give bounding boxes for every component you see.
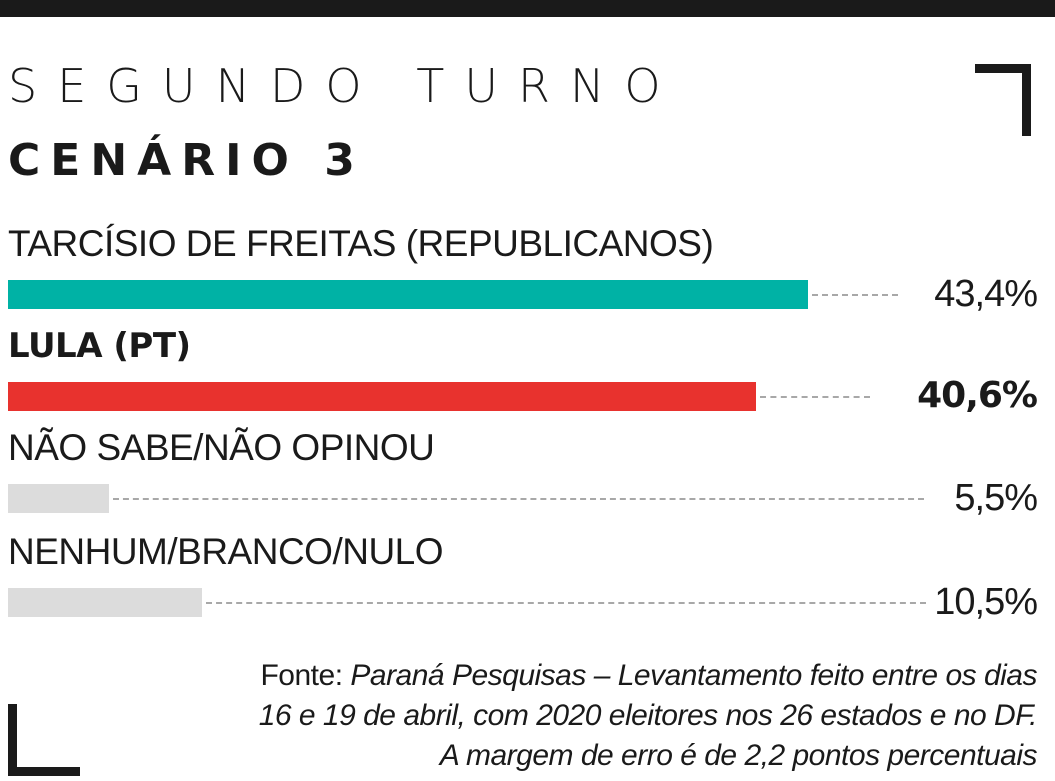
- bar-row: TARCÍSIO DE FREITAS (REPUBLICANOS) 43,4%: [0, 222, 1055, 322]
- source-note: Fonte: Paraná Pesquisas – Levantamento f…: [137, 656, 1038, 776]
- bar-leader-line: [760, 396, 870, 398]
- top-rule: [0, 0, 1055, 17]
- bar-value-label: 10,5%: [934, 581, 1038, 623]
- bar-row: NENHUM/BRANCO/NULO 10,5%: [0, 530, 1055, 630]
- chart-kicker: SEGUNDO TURNO: [8, 59, 681, 113]
- source-prefix: Fonte:: [260, 659, 351, 692]
- bar-category-label: NÃO SABE/NÃO OPINOU: [8, 427, 435, 468]
- bar-row: LULA (PT) 40,6%: [0, 324, 1055, 424]
- source-line-3: A margem de erro é de 2,2 pontos percent…: [439, 739, 1038, 772]
- bar: [8, 382, 756, 411]
- chart-title: CENÁRIO 3: [8, 135, 365, 186]
- bar: [8, 588, 202, 617]
- bar: [8, 280, 808, 309]
- bar-category-label: LULA (PT): [8, 326, 191, 366]
- bar-leader-line: [206, 602, 926, 604]
- corner-bracket-top-right: [975, 64, 1031, 136]
- source-line-2: 16 e 19 de abril, com 2020 eleitores nos…: [258, 699, 1038, 732]
- bar-category-label: NENHUM/BRANCO/NULO: [8, 531, 444, 572]
- bar: [8, 484, 109, 513]
- bar-value-label: 43,4%: [934, 273, 1038, 315]
- bar-leader-line: [113, 498, 924, 500]
- bar-leader-line: [812, 294, 898, 296]
- bar-category-label: TARCÍSIO DE FREITAS (REPUBLICANOS): [8, 223, 714, 264]
- bar-value-label: 40,6%: [917, 375, 1038, 416]
- bar-row: NÃO SABE/NÃO OPINOU 5,5%: [0, 426, 1055, 526]
- corner-bracket-bottom-left: [8, 704, 80, 776]
- source-line-1: Paraná Pesquisas – Levantamento feito en…: [350, 659, 1037, 692]
- bar-value-label: 5,5%: [954, 477, 1038, 519]
